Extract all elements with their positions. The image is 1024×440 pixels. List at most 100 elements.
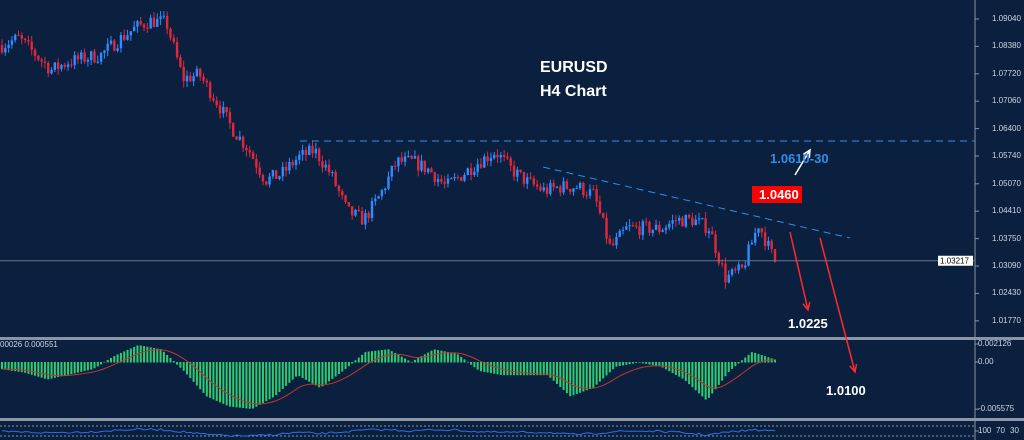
macd-bar bbox=[737, 362, 740, 364]
timeframe-subtitle: H4 Chart bbox=[540, 83, 607, 100]
candle-body bbox=[380, 190, 384, 197]
macd-bar bbox=[688, 362, 691, 385]
candle-body bbox=[605, 217, 608, 239]
candle-body bbox=[397, 157, 400, 167]
macd-bar bbox=[661, 362, 664, 368]
macd-bar bbox=[460, 356, 463, 363]
macd-bar bbox=[139, 345, 142, 363]
macd-bar bbox=[53, 362, 56, 378]
candle-body bbox=[63, 64, 66, 67]
macd-bar bbox=[536, 362, 539, 376]
price-tick: 1.03090 bbox=[992, 261, 1021, 270]
candle-body bbox=[50, 69, 53, 74]
candle-body bbox=[241, 136, 245, 148]
macd-bar bbox=[219, 362, 222, 403]
candle-body bbox=[446, 178, 450, 184]
candle-body bbox=[578, 183, 582, 189]
candle-body bbox=[691, 217, 694, 226]
candle-body bbox=[714, 234, 717, 253]
candle-body bbox=[93, 51, 96, 63]
candle-body bbox=[532, 178, 536, 185]
price-tick: 1.05070 bbox=[992, 178, 1021, 188]
candle-body bbox=[149, 17, 152, 29]
macd-bar bbox=[404, 358, 407, 363]
price-tick: 1.03750 bbox=[992, 233, 1021, 243]
candle-body bbox=[248, 150, 251, 153]
candle-body bbox=[205, 80, 209, 83]
candle-body bbox=[542, 187, 545, 191]
macd-bar bbox=[476, 362, 479, 370]
macd-bar bbox=[351, 362, 354, 364]
macd-bar bbox=[529, 362, 532, 376]
macd-bar bbox=[179, 362, 182, 368]
macd-bar bbox=[717, 362, 720, 385]
macd-bar bbox=[698, 362, 701, 394]
macd-bar bbox=[427, 352, 430, 363]
macd-bar bbox=[516, 362, 519, 376]
candle-body bbox=[245, 147, 248, 151]
rsi-tick: 70 bbox=[996, 426, 1005, 435]
macd-bar bbox=[539, 362, 542, 376]
macd-bar bbox=[440, 350, 443, 363]
macd-bar bbox=[774, 359, 776, 363]
candle-body bbox=[463, 174, 466, 181]
candle-body bbox=[740, 264, 744, 268]
macd-bar bbox=[166, 354, 169, 363]
macd-bar bbox=[159, 349, 162, 363]
candle-body bbox=[625, 226, 628, 230]
macd-bar bbox=[390, 351, 393, 363]
candle-body bbox=[314, 148, 318, 154]
macd-bar bbox=[304, 362, 307, 380]
candle-body bbox=[608, 238, 612, 244]
candle-body bbox=[750, 242, 754, 245]
candle-body bbox=[103, 50, 106, 53]
macd-bar bbox=[242, 362, 245, 409]
pivot-label: 1.0460 bbox=[752, 186, 802, 203]
price-tick: 1.07060 bbox=[992, 96, 1021, 106]
candle-body bbox=[767, 240, 770, 246]
candle-body bbox=[730, 269, 734, 275]
macd-bar bbox=[40, 362, 43, 378]
macd-bar bbox=[750, 352, 753, 363]
candle-body bbox=[324, 164, 327, 168]
price-tick: 1.08380 bbox=[992, 41, 1021, 51]
candle-body bbox=[720, 263, 724, 265]
macd-bar bbox=[146, 346, 149, 363]
macd-bar bbox=[202, 362, 205, 393]
macd-bar bbox=[162, 351, 165, 363]
candle-body bbox=[119, 35, 123, 49]
macd-bar bbox=[37, 362, 40, 377]
candle-body bbox=[364, 213, 367, 225]
candle-body bbox=[116, 48, 119, 51]
macd-bar bbox=[334, 362, 337, 377]
down-arrow-target2 bbox=[819, 237, 856, 373]
macd-bar bbox=[503, 362, 506, 376]
macd-bar bbox=[466, 361, 469, 363]
candle-body bbox=[14, 34, 17, 41]
candle-body bbox=[83, 52, 86, 62]
candle-body bbox=[757, 228, 760, 233]
candle-body bbox=[734, 269, 737, 271]
candle-body bbox=[189, 75, 192, 82]
macd-bar bbox=[555, 362, 558, 384]
candle-body bbox=[66, 64, 70, 67]
macd-bar bbox=[546, 362, 549, 376]
candle-body bbox=[582, 183, 585, 196]
macd-bar bbox=[635, 362, 638, 363]
candle-body bbox=[440, 179, 443, 182]
macd-bar bbox=[225, 362, 228, 406]
candle-body bbox=[109, 40, 113, 44]
macd-bar bbox=[519, 362, 522, 376]
pane-separator bbox=[0, 337, 1024, 340]
macd-bar bbox=[615, 362, 618, 367]
macd-bar bbox=[437, 350, 440, 363]
macd-bar bbox=[143, 346, 146, 363]
candle-body bbox=[433, 172, 436, 182]
macd-bar bbox=[192, 362, 195, 382]
macd-bar bbox=[631, 362, 634, 364]
macd-bar bbox=[691, 362, 694, 388]
macd-bar bbox=[585, 362, 588, 391]
macd-bar bbox=[285, 362, 288, 386]
macd-bar bbox=[532, 362, 535, 376]
